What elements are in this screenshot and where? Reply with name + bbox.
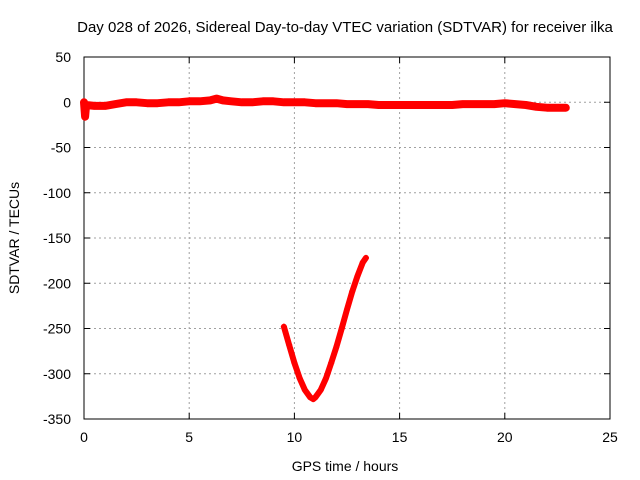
data-point	[501, 100, 508, 107]
data-point	[375, 101, 382, 108]
data-point	[338, 325, 345, 332]
data-point	[522, 101, 529, 108]
data-point	[291, 359, 298, 366]
data-point	[213, 95, 220, 102]
data-point	[307, 394, 314, 401]
y-tick-label: -50	[51, 140, 71, 156]
data-point	[165, 99, 172, 106]
data-point	[562, 104, 569, 111]
data-point	[249, 99, 256, 106]
data-point	[438, 101, 445, 108]
data-point	[354, 273, 361, 280]
data-point	[333, 100, 340, 107]
data-point	[428, 101, 435, 108]
data-point	[186, 98, 193, 105]
y-tick-label: -250	[43, 321, 71, 337]
data-point	[219, 97, 226, 104]
data-point	[554, 104, 561, 111]
data-point	[317, 387, 324, 394]
data-point	[407, 101, 414, 108]
data-point	[312, 394, 319, 401]
data-point	[512, 101, 519, 108]
data-point	[123, 99, 130, 106]
data-point	[301, 387, 308, 394]
data-point	[259, 98, 266, 105]
data-point	[144, 100, 151, 107]
y-tick-label: -100	[43, 185, 71, 201]
x-tick-label: 15	[392, 429, 408, 445]
y-tick-label: -200	[43, 275, 71, 291]
data-point	[280, 99, 287, 106]
y-tick-label: -150	[43, 230, 71, 246]
y-tick-label: -350	[43, 411, 71, 427]
data-point	[301, 99, 308, 106]
data-point	[386, 101, 393, 108]
grid	[84, 57, 610, 419]
data-point	[322, 375, 329, 382]
data-point	[344, 101, 350, 108]
data-point	[459, 101, 466, 108]
data-point	[333, 343, 340, 350]
data-point	[417, 101, 424, 108]
series-line	[280, 254, 369, 403]
data-point	[349, 288, 356, 295]
y-tick-label: -300	[43, 366, 71, 382]
x-tick-label: 10	[287, 429, 303, 445]
data-point	[82, 113, 89, 120]
data-point	[322, 100, 329, 107]
data-point	[270, 98, 277, 105]
data-point	[449, 101, 456, 108]
data-point	[291, 99, 298, 106]
data-point	[154, 100, 161, 107]
data-point	[470, 101, 477, 108]
data-point	[354, 101, 361, 108]
chart-title: Day 028 of 2026, Sidereal Day-to-day VTE…	[77, 19, 613, 36]
data-point	[280, 323, 287, 330]
x-tick-label: 0	[80, 429, 88, 445]
data-point	[543, 104, 550, 111]
data-point	[238, 99, 245, 106]
data-point	[83, 101, 90, 108]
data-point	[112, 101, 119, 108]
data-point	[362, 254, 369, 261]
data-point	[133, 99, 140, 106]
x-tick-label: 5	[185, 429, 193, 445]
data-point	[286, 341, 293, 348]
data-point	[365, 101, 372, 108]
data-point	[228, 98, 235, 105]
data-points	[80, 94, 570, 403]
x-tick-label: 20	[497, 429, 513, 445]
data-point	[533, 103, 540, 110]
data-point	[480, 101, 487, 108]
plot-frame	[83, 56, 611, 420]
data-point	[102, 102, 109, 109]
ticks: 0 5 10 15 20 25 50 0 -50 -100 -150 -200 -250 -300 -350	[43, 49, 618, 445]
data-point	[91, 102, 98, 109]
y-tick-label: 0	[63, 94, 71, 110]
data-point	[344, 306, 350, 313]
data-point	[491, 101, 498, 108]
data-point	[175, 99, 182, 106]
data-point	[396, 101, 403, 108]
data-point	[359, 259, 366, 266]
data-point	[312, 100, 319, 107]
x-tick-label: 25	[602, 429, 618, 445]
data-point	[207, 97, 214, 104]
data-point	[296, 375, 303, 382]
y-axis-label: SDTVAR / TECUs	[6, 182, 22, 294]
y-tick-label: 50	[55, 49, 71, 65]
x-axis-label: GPS time / hours	[292, 458, 399, 474]
data-point	[328, 359, 335, 366]
data-point	[196, 98, 203, 105]
